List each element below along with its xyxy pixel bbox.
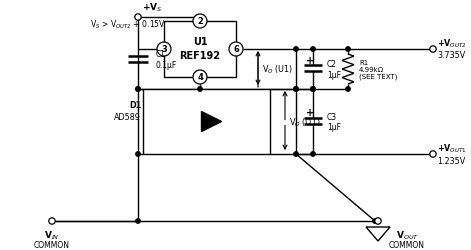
Text: COMMON: COMMON [389, 240, 425, 250]
Text: D1: D1 [129, 100, 141, 109]
Circle shape [346, 88, 350, 92]
Text: C1
0.1μF: C1 0.1μF [156, 50, 177, 70]
Circle shape [136, 16, 140, 20]
Circle shape [198, 88, 202, 92]
Circle shape [373, 219, 377, 223]
Text: V$_{OUT}$: V$_{OUT}$ [396, 229, 418, 241]
Text: 4: 4 [197, 73, 203, 82]
Circle shape [311, 88, 315, 92]
Text: 2: 2 [197, 18, 203, 26]
Text: V$_{IN}$: V$_{IN}$ [44, 229, 60, 241]
Text: V$_O$ (U1): V$_O$ (U1) [262, 64, 293, 76]
Circle shape [311, 152, 315, 156]
Circle shape [430, 46, 436, 53]
Circle shape [49, 218, 55, 224]
Bar [143, 90, 270, 154]
Text: REF192: REF192 [179, 51, 220, 61]
Circle shape [311, 48, 315, 52]
Circle shape [430, 151, 436, 158]
Text: +V$_S$: +V$_S$ [142, 2, 162, 14]
Circle shape [311, 88, 315, 92]
Text: 1.235V: 1.235V [437, 156, 465, 165]
Text: +: + [306, 56, 314, 66]
Circle shape [375, 218, 381, 224]
Polygon shape [366, 227, 390, 241]
Text: C2
1μF: C2 1μF [327, 60, 341, 80]
Circle shape [136, 88, 140, 92]
Circle shape [136, 219, 140, 223]
Text: R1
4.99kΩ
(SEE TEXT): R1 4.99kΩ (SEE TEXT) [359, 60, 398, 80]
Circle shape [157, 43, 171, 57]
Bar [164, 22, 236, 78]
Circle shape [294, 88, 298, 92]
Circle shape [294, 88, 298, 92]
Text: AD589: AD589 [114, 112, 141, 121]
Text: 3: 3 [161, 45, 167, 54]
Circle shape [346, 48, 350, 52]
Text: V$_S$ > V$_{OUT2}$ + 0.15V: V$_S$ > V$_{OUT2}$ + 0.15V [90, 19, 166, 31]
Text: 6: 6 [233, 45, 239, 54]
Circle shape [294, 152, 298, 156]
Polygon shape [202, 112, 221, 132]
Circle shape [136, 152, 140, 156]
Text: +V$_{OUT2}$: +V$_{OUT2}$ [437, 38, 467, 50]
Text: V$_O$ (D1): V$_O$ (D1) [289, 116, 321, 128]
Text: COMMON: COMMON [34, 240, 70, 250]
Circle shape [193, 71, 207, 85]
Circle shape [193, 15, 207, 29]
Text: 3.735V: 3.735V [437, 51, 465, 60]
Text: U1: U1 [193, 37, 207, 47]
Circle shape [136, 88, 140, 92]
Text: C3
1μF: C3 1μF [327, 112, 341, 132]
Text: +V$_{OUT1}$: +V$_{OUT1}$ [437, 142, 467, 155]
Text: +: + [306, 108, 314, 118]
Circle shape [229, 43, 243, 57]
Circle shape [294, 48, 298, 52]
Circle shape [135, 15, 141, 21]
